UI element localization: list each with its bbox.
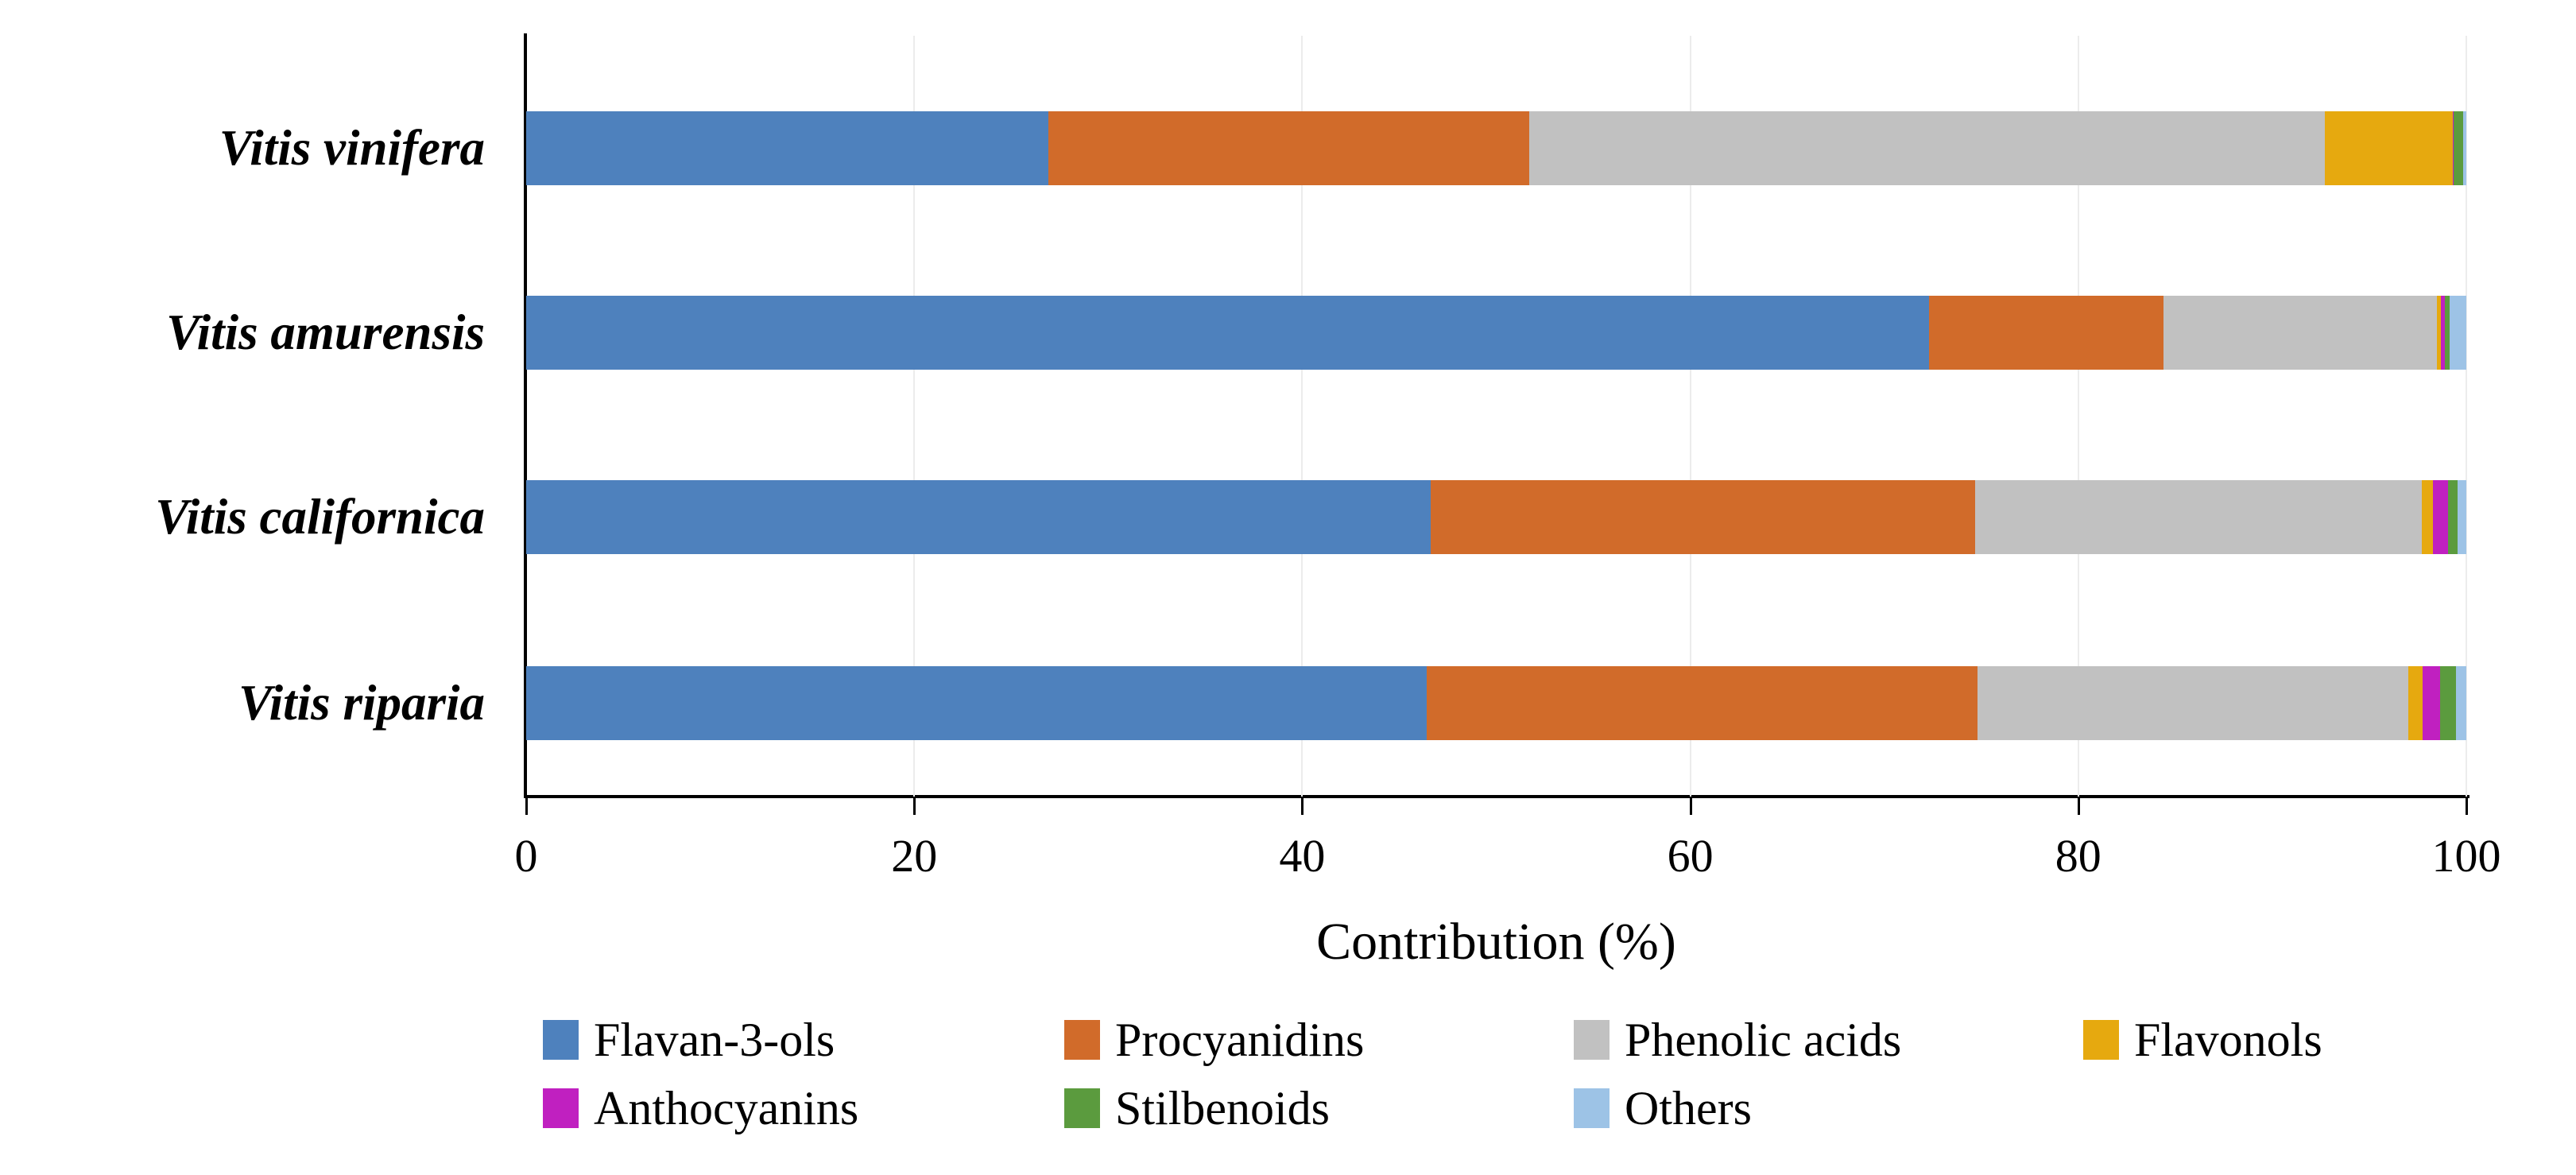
legend-label: Phenolic acids <box>1625 1013 1902 1066</box>
bar-segment-vitis-californica-flavan-3-ols <box>526 480 1431 554</box>
bar-segment-vitis-californica-others <box>2457 480 2466 554</box>
bar-segment-vitis-amurensis-flavonols <box>2437 296 2442 370</box>
bar-segment-vitis-californica-phenolic-acids <box>1975 480 2422 554</box>
x-axis-tick-100 <box>2466 798 2468 815</box>
x-axis-line <box>524 795 2469 798</box>
bar-vitis-amurensis <box>526 296 2466 370</box>
legend-item-flavan-3-ols: Flavan-3-ols <box>543 1013 835 1066</box>
x-axis-tick-label-100: 100 <box>2431 830 2501 882</box>
bar-segment-vitis-californica-stilbenoids <box>2447 480 2458 554</box>
legend-label: Stilbenoids <box>1115 1081 1331 1134</box>
x-axis-tick-label-0: 0 <box>514 830 538 882</box>
bar-segment-vitis-vinifera-procyanidins <box>1048 111 1529 185</box>
category-label-vitis-vinifera: Vitis vinifera <box>219 120 485 176</box>
legend-label: Procyanidins <box>1115 1013 1365 1066</box>
category-label-vitis-amurensis: Vitis amurensis <box>166 304 485 360</box>
legend-item-others: Others <box>1574 1081 1752 1134</box>
bar-segment-vitis-vinifera-anthocyanins <box>2452 111 2454 185</box>
bar-segment-vitis-vinifera-stilbenoids <box>2454 111 2464 185</box>
bar-segment-vitis-amurensis-procyanidins <box>1928 296 2164 370</box>
bar-segment-vitis-vinifera-phenolic-acids <box>1528 111 2325 185</box>
x-axis-tick-80 <box>2077 798 2080 815</box>
legend-item-procyanidins: Procyanidins <box>1064 1013 1365 1066</box>
x-axis-tick-label-40: 40 <box>1279 830 1326 882</box>
legend-item-flavonols: Flavonols <box>2083 1013 2322 1066</box>
bar-segment-vitis-amurensis-flavan-3-ols <box>526 296 1929 370</box>
x-axis-tick-60 <box>1689 798 1692 815</box>
legend-swatch-stilbenoids <box>1064 1088 1100 1128</box>
bar-segment-vitis-amurensis-anthocyanins <box>2441 296 2446 370</box>
bar-vitis-vinifera <box>526 111 2466 185</box>
bar-segment-vitis-riparia-flavonols <box>2407 666 2423 740</box>
bar-segment-vitis-californica-flavonols <box>2421 480 2434 554</box>
category-label-vitis-californica: Vitis californica <box>155 489 485 545</box>
bar-segment-vitis-riparia-procyanidins <box>1426 666 1978 740</box>
bar-segment-vitis-vinifera-flavonols <box>2324 111 2453 185</box>
bar-segment-vitis-amurensis-phenolic-acids <box>2163 296 2438 370</box>
x-axis-tick-label-60: 60 <box>1667 830 1714 882</box>
legend-label: Anthocyanins <box>594 1081 859 1134</box>
bar-vitis-riparia <box>526 666 2466 740</box>
bar-segment-vitis-riparia-flavan-3-ols <box>526 666 1427 740</box>
bar-segment-vitis-californica-anthocyanins <box>2433 480 2448 554</box>
legend-swatch-procyanidins <box>1064 1020 1100 1060</box>
legend-swatch-flavan-3-ols <box>543 1020 579 1060</box>
legend-item-anthocyanins: Anthocyanins <box>543 1081 859 1134</box>
legend-item-phenolic-acids: Phenolic acids <box>1574 1013 1902 1066</box>
x-axis-tick-0 <box>525 798 528 815</box>
legend-label: Flavonols <box>2134 1013 2322 1066</box>
bar-segment-vitis-riparia-phenolic-acids <box>1977 666 2408 740</box>
gridline-80 <box>2077 36 2079 797</box>
legend-label: Others <box>1625 1081 1752 1134</box>
bar-segment-vitis-riparia-anthocyanins <box>2423 666 2440 740</box>
bar-segment-vitis-vinifera-flavan-3-ols <box>526 111 1048 185</box>
legend-item-stilbenoids: Stilbenoids <box>1064 1081 1331 1134</box>
y-axis-line <box>524 33 527 798</box>
bar-segment-vitis-amurensis-others <box>2450 296 2466 370</box>
legend-swatch-flavonols <box>2083 1020 2119 1060</box>
legend-swatch-anthocyanins <box>543 1088 579 1128</box>
legend-label: Flavan-3-ols <box>594 1013 835 1066</box>
x-axis-tick-label-80: 80 <box>2055 830 2101 882</box>
bar-segment-vitis-riparia-stilbenoids <box>2440 666 2456 740</box>
bar-segment-vitis-californica-procyanidins <box>1430 480 1976 554</box>
bar-segment-vitis-amurensis-stilbenoids <box>2445 296 2450 370</box>
gridline-60 <box>1689 36 1691 797</box>
gridline-40 <box>1301 36 1303 797</box>
legend-swatch-phenolic-acids <box>1574 1020 1610 1060</box>
gridline-20 <box>913 36 916 797</box>
x-axis-title: Contribution (%) <box>1316 913 1676 971</box>
legend-swatch-others <box>1574 1088 1610 1128</box>
category-label-vitis-riparia: Vitis riparia <box>238 675 485 731</box>
bar-vitis-californica <box>526 480 2466 554</box>
x-axis-tick-label-20: 20 <box>891 830 938 882</box>
bar-segment-vitis-riparia-others <box>2455 666 2466 740</box>
x-axis-tick-40 <box>1301 798 1304 815</box>
x-axis-tick-20 <box>913 798 916 815</box>
bar-segment-vitis-vinifera-others <box>2463 111 2466 185</box>
gridline-100 <box>2466 36 2467 797</box>
